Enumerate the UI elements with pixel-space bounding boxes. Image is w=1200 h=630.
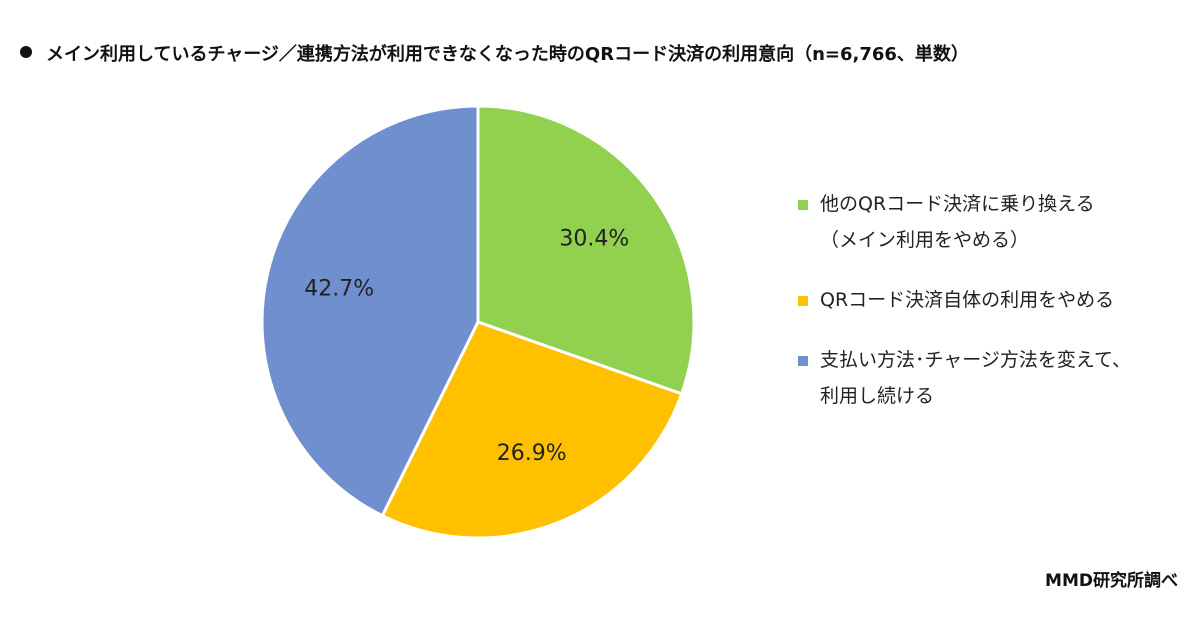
title-bullet (20, 46, 32, 58)
legend-swatch (798, 200, 808, 210)
chart-title: メイン利用しているチャージ／連携方法が利用できなくなった時のQRコード決済の利用… (46, 44, 969, 65)
legend-label: 他のQRコード決済に乗り換える（メイン利用をやめる） (820, 193, 1095, 251)
legend-swatch (798, 356, 808, 366)
legend-label: QRコード決済自体の利用をやめる (820, 289, 1115, 311)
value-label: 26.9% (497, 441, 567, 466)
legend-swatch (798, 296, 808, 306)
pie-slice (380, 320, 684, 540)
legend-label: 支払い方法･チャージ方法を変えて、利用し続ける (820, 349, 1132, 407)
pie-slice (260, 104, 480, 518)
value-label: 42.7% (304, 277, 374, 302)
legend-item: QRコード決済自体の利用をやめる (798, 282, 1148, 318)
source-note: MMD研究所調べ (1045, 571, 1178, 591)
legend-item: 他のQRコード決済に乗り換える（メイン利用をやめる） (798, 186, 1148, 258)
value-label: 30.4% (559, 227, 629, 252)
legend: 他のQRコード決済に乗り換える（メイン利用をやめる） QRコード決済自体の利用をや… (798, 186, 1148, 438)
legend-item: 支払い方法･チャージ方法を変えて、利用し続ける (798, 342, 1148, 414)
pie-slice (476, 104, 696, 396)
